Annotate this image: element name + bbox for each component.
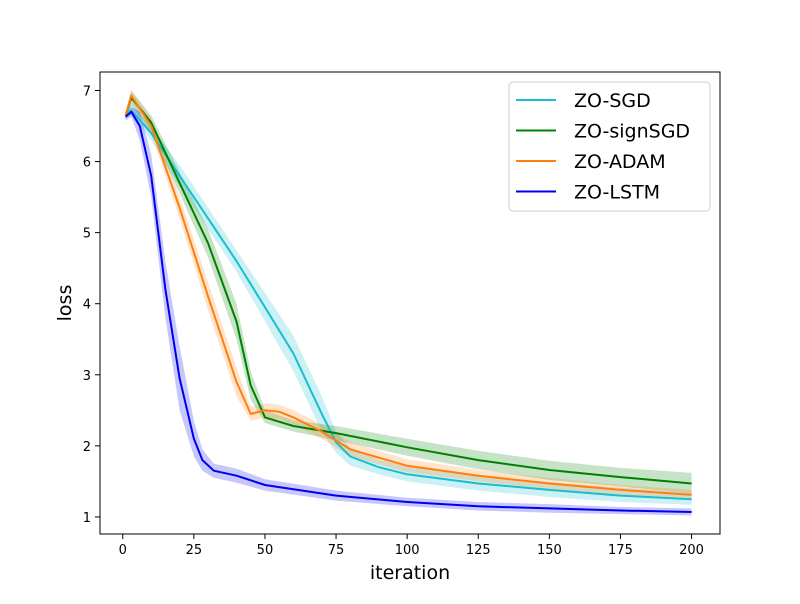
legend: ZO-SGD ZO-signSGD ZO-ADAM ZO-LSTM xyxy=(508,81,711,212)
y-tick-label: 6 xyxy=(83,156,91,171)
x-axis-label: iteration xyxy=(370,562,450,584)
y-tick-label: 3 xyxy=(83,369,91,384)
legend-box xyxy=(508,81,711,212)
x-tick-label: 175 xyxy=(608,543,633,558)
y-tick-label: 2 xyxy=(83,440,91,455)
x-tick-label: 200 xyxy=(679,543,704,558)
line-zo-adam xyxy=(124,94,692,496)
y-tick-label: 1 xyxy=(83,511,91,526)
plot-frame xyxy=(99,71,721,535)
axes: 0 25 50 75 100 125 150 175 200 1 2 3 4 5 6 7 xyxy=(83,71,721,558)
line-zo-lstm xyxy=(124,110,692,513)
x-tick-label: 75 xyxy=(328,543,345,558)
x-tick-label: 125 xyxy=(466,543,491,558)
series-lines xyxy=(124,94,692,513)
legend-label-zo-signsgd: ZO-signSGD xyxy=(574,121,690,143)
y-tick-label: 4 xyxy=(83,298,91,313)
x-tick-label: 0 xyxy=(119,543,127,558)
line-zo-signsgd xyxy=(124,96,692,485)
x-tick-label: 25 xyxy=(186,543,203,558)
y-axis-label: loss xyxy=(54,285,76,322)
y-tick-label: 7 xyxy=(83,84,91,99)
legend-label-zo-lstm: ZO-LSTM xyxy=(574,182,660,204)
legend-label-zo-sgd: ZO-SGD xyxy=(574,90,651,112)
x-tick-label: 50 xyxy=(257,543,274,558)
y-tick-label: 5 xyxy=(83,227,91,242)
x-tick-label: 100 xyxy=(395,543,420,558)
legend-label-zo-adam: ZO-ADAM xyxy=(574,151,666,173)
x-tick-label: 150 xyxy=(537,543,562,558)
